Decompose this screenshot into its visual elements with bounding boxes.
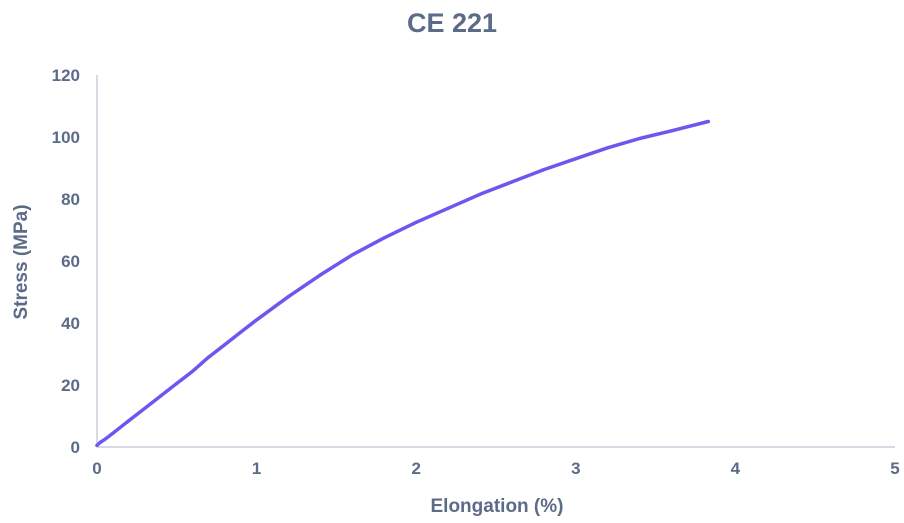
x-axis-title: Elongation (%) [431, 496, 564, 517]
data-point [95, 443, 99, 447]
data-point [175, 381, 179, 385]
data-point [382, 236, 386, 240]
data-point [478, 192, 482, 196]
data-point [207, 355, 211, 359]
x-tick-labels: 0 1 2 3 4 5 [92, 459, 899, 478]
y-tick-label: 80 [61, 190, 80, 209]
x-tick-label: 2 [411, 459, 420, 478]
data-point [223, 343, 227, 347]
data-point [446, 206, 450, 210]
data-point [143, 406, 147, 410]
data-point [127, 419, 131, 423]
x-tick-label: 1 [252, 459, 261, 478]
data-point [255, 318, 259, 322]
y-tick-label: 0 [71, 438, 80, 457]
x-tick-label: 5 [890, 459, 899, 478]
y-tick-label: 100 [52, 128, 80, 147]
data-point [638, 136, 642, 141]
x-tick-label: 3 [571, 459, 580, 478]
data-point [510, 180, 514, 184]
y-tick-label: 20 [61, 376, 80, 395]
chart-title: CE 221 [407, 8, 497, 38]
data-point [159, 394, 163, 398]
y-tick-label: 40 [61, 314, 80, 333]
x-tick-label: 4 [731, 459, 741, 478]
data-point [574, 157, 578, 161]
data-point [542, 168, 546, 172]
data-point [191, 369, 195, 373]
y-tick-label: 60 [61, 252, 80, 271]
data-point [606, 146, 610, 150]
data-point [239, 330, 243, 334]
data-point [706, 119, 710, 124]
data-point [670, 129, 674, 133]
data-point [111, 431, 115, 435]
series-layer [95, 119, 711, 448]
y-axis-title: Stress (MPa) [11, 204, 32, 319]
data-point [103, 437, 107, 441]
data-point [414, 220, 418, 224]
series-line [95, 119, 711, 448]
data-point [98, 440, 102, 444]
data-point [350, 253, 354, 257]
data-point [318, 273, 322, 277]
y-tick-labels: 0 20 40 60 80 100 120 [52, 66, 80, 457]
data-point [286, 295, 291, 299]
x-tick-label: 0 [92, 459, 101, 478]
y-tick-label: 120 [52, 66, 80, 85]
